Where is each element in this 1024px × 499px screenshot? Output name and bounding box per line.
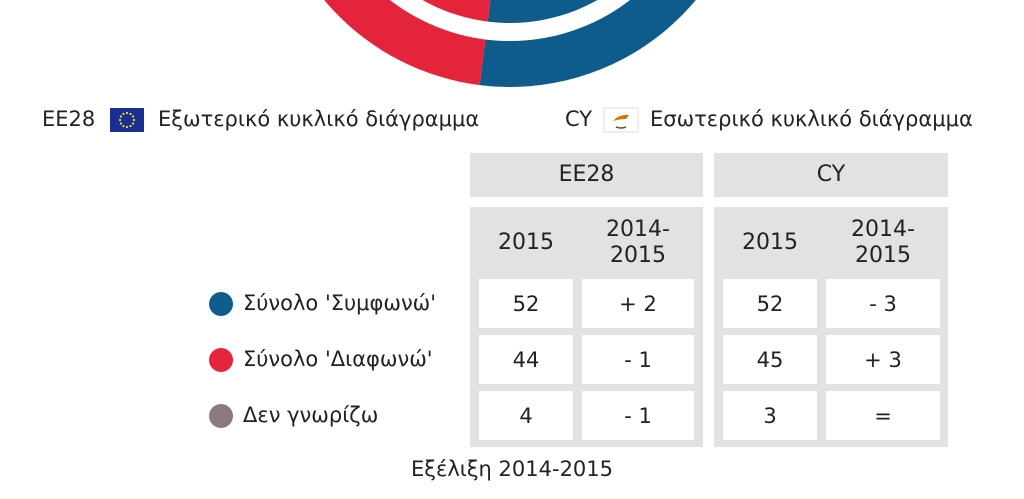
value-cell: 3: [723, 391, 817, 440]
change-cell: + 2: [582, 279, 694, 328]
group-header-bg: [714, 153, 948, 197]
value-cell: 44: [479, 335, 573, 384]
flag-star: [131, 115, 135, 118]
value-cell: 52: [723, 279, 817, 328]
pie-slice: [479, 0, 696, 87]
flag-star: [132, 118, 136, 122]
legend-series: EE28: [42, 107, 96, 131]
subheader: 2015: [742, 230, 798, 255]
subheader: 2015: [498, 230, 554, 255]
flag-leaves: [615, 126, 627, 129]
flag-star: [119, 122, 123, 125]
group-header-bg: [470, 153, 703, 197]
flag-star: [129, 112, 132, 116]
value-cell: 52: [479, 279, 573, 328]
change-cell: =: [826, 391, 940, 440]
flag-star: [129, 124, 132, 128]
change-cell: + 3: [826, 335, 940, 384]
subheader: 2014-2015: [606, 217, 670, 268]
flag-star: [125, 111, 129, 115]
change-cell: - 3: [826, 279, 940, 328]
subheader: 2014-2015: [851, 217, 915, 268]
flag-island: [613, 114, 629, 121]
flag-star: [119, 115, 123, 118]
flag-star: [122, 112, 125, 116]
flag-star: [131, 122, 135, 125]
pie-slice: [487, 0, 598, 23]
pie-slice: [324, 0, 486, 86]
pie-slice: [422, 0, 491, 22]
row-label: Δεν γνωρίζω: [243, 403, 379, 427]
footer: Εξέλιξη 2014-2015: [410, 457, 614, 481]
flag-star: [122, 124, 125, 128]
flag-star: [125, 125, 129, 129]
value-cell: 4: [479, 391, 573, 440]
flag-star: [118, 118, 122, 122]
group-header: CY: [816, 162, 846, 187]
ring-separator: [390, 0, 630, 41]
row-label: Σύνολο 'Διαφωνώ': [243, 347, 433, 371]
row-label: Σύνολο 'Συμφωνώ': [243, 291, 437, 315]
value-cell: 45: [723, 335, 817, 384]
change-cell: - 1: [582, 391, 694, 440]
legend-dot: [209, 292, 233, 316]
legend-dot: [209, 404, 233, 428]
legend-ring: Εξωτερικό κυκλικό διάγραμμα: [158, 107, 480, 131]
group-header: EE28: [558, 162, 615, 187]
change-cell: - 1: [582, 335, 694, 384]
legend-dot: [209, 348, 233, 372]
legend-ring: Εσωτερικό κυκλικό διάγραμμα: [650, 107, 973, 131]
flag: [110, 108, 144, 132]
flag-bg: [110, 108, 144, 132]
legend-series: CY: [565, 107, 593, 131]
flag: [603, 107, 639, 133]
